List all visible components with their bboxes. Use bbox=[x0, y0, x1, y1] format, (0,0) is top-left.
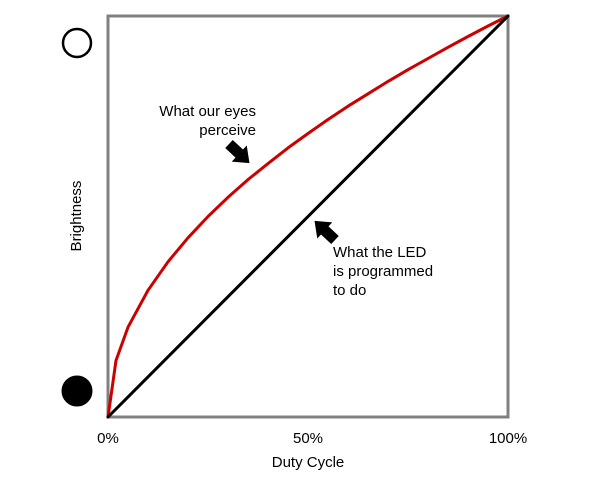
x-tick-label: 50% bbox=[293, 430, 323, 447]
programmed-brightness-line bbox=[106, 14, 510, 419]
annotation-programmed-line-1: What the LED bbox=[333, 244, 427, 261]
annotation-programmed-arrow-icon bbox=[314, 220, 339, 245]
annotation-programmed: What the LED is programmed to do bbox=[314, 220, 433, 299]
x-tick-labels: 0% 50% 100% bbox=[97, 430, 527, 447]
x-tick-label: 0% bbox=[97, 430, 119, 447]
bright-empty-circle-icon bbox=[61, 27, 93, 59]
annotation-perceived-line-1: What our eyes bbox=[159, 103, 256, 120]
annotation-perceived: What our eyes perceive bbox=[159, 103, 256, 164]
perceived-brightness-curve bbox=[106, 14, 510, 419]
annotation-programmed-line-2: is programmed bbox=[333, 263, 433, 280]
annotation-perceived-line-2: perceive bbox=[199, 122, 256, 139]
dark-filled-circle-icon bbox=[61, 375, 93, 407]
annotation-programmed-line-3: to do bbox=[333, 282, 366, 299]
y-axis-label: Brightness bbox=[68, 181, 85, 252]
annotation-perceived-arrow-icon bbox=[225, 139, 250, 164]
x-axis-label: Duty Cycle bbox=[272, 454, 345, 471]
x-tick-label: 100% bbox=[489, 430, 527, 447]
series-layer bbox=[106, 14, 510, 419]
plot-frame bbox=[106, 14, 510, 419]
